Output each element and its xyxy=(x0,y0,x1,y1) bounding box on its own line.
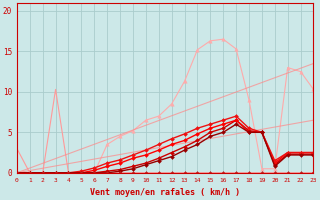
X-axis label: Vent moyen/en rafales ( km/h ): Vent moyen/en rafales ( km/h ) xyxy=(90,188,240,197)
